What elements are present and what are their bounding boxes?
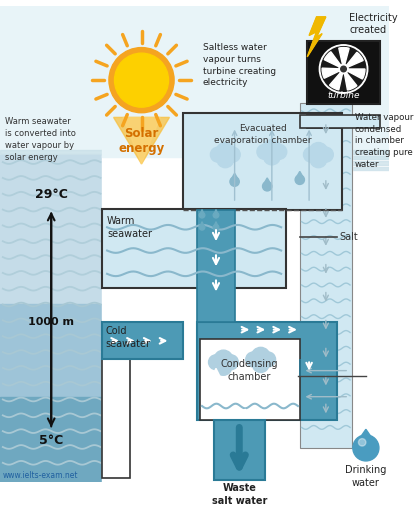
Polygon shape: [263, 178, 271, 184]
Bar: [0, 156, 389, 159]
Text: turbine: turbine: [327, 91, 360, 100]
Circle shape: [109, 48, 174, 113]
Text: Cold
seawater: Cold seawater: [105, 326, 150, 349]
Wedge shape: [344, 52, 363, 69]
Circle shape: [213, 224, 219, 230]
Circle shape: [224, 355, 238, 370]
Circle shape: [310, 151, 327, 167]
Circle shape: [225, 147, 240, 162]
Bar: [197, 210, 234, 322]
Circle shape: [319, 147, 333, 162]
Circle shape: [115, 53, 168, 107]
Circle shape: [341, 66, 347, 72]
Bar: [300, 115, 380, 127]
Wedge shape: [344, 69, 365, 79]
Circle shape: [216, 142, 234, 161]
Text: Water vapour
condensed
in chamber
creating pure
water: Water vapour condensed in chamber creati…: [355, 113, 413, 169]
Text: 1000 m: 1000 m: [28, 317, 74, 327]
Polygon shape: [200, 209, 204, 215]
Polygon shape: [231, 173, 238, 180]
Circle shape: [263, 148, 280, 165]
Polygon shape: [200, 222, 204, 227]
Bar: [184, 208, 202, 210]
Text: Warm seawater
is converted into
water vapour by
solar energy: Warm seawater is converted into water va…: [5, 117, 76, 162]
Circle shape: [261, 352, 275, 367]
Circle shape: [353, 435, 379, 461]
Text: 29°C: 29°C: [35, 188, 68, 201]
Bar: [0, 150, 389, 154]
Text: Salt: Salt: [340, 231, 359, 242]
Text: 5°C: 5°C: [39, 434, 64, 447]
Bar: [0, 155, 102, 482]
Bar: [0, 6, 389, 159]
Bar: [200, 339, 300, 420]
Text: Electricity
created: Electricity created: [349, 13, 398, 35]
Bar: [102, 359, 130, 478]
Bar: [102, 155, 352, 482]
Circle shape: [210, 147, 225, 162]
Circle shape: [309, 142, 328, 161]
Text: Drinking
water: Drinking water: [345, 465, 387, 488]
Circle shape: [252, 356, 269, 373]
Bar: [307, 115, 342, 127]
Wedge shape: [322, 68, 344, 78]
Circle shape: [303, 147, 319, 162]
Circle shape: [246, 352, 261, 367]
Polygon shape: [214, 209, 218, 215]
Polygon shape: [114, 117, 169, 164]
Text: Saltless water
vapour turns
turbine creating
electricity: Saltless water vapour turns turbine crea…: [203, 43, 276, 88]
Polygon shape: [296, 172, 303, 178]
Wedge shape: [329, 69, 344, 90]
Circle shape: [263, 140, 281, 158]
Circle shape: [251, 347, 270, 366]
Circle shape: [321, 47, 366, 91]
Text: www.ielts-exam.net: www.ielts-exam.net: [3, 471, 78, 480]
Circle shape: [214, 350, 233, 369]
Text: Condensing
chamber: Condensing chamber: [221, 359, 278, 382]
Polygon shape: [123, 117, 160, 164]
Bar: [0, 397, 102, 482]
Bar: [102, 6, 352, 157]
Circle shape: [215, 358, 232, 375]
Text: Warm
seawater: Warm seawater: [107, 216, 152, 239]
Wedge shape: [339, 48, 349, 69]
Text: Solar
energy: Solar energy: [118, 126, 165, 155]
Bar: [0, 167, 389, 170]
Circle shape: [199, 212, 205, 218]
Polygon shape: [307, 17, 326, 57]
Circle shape: [213, 212, 219, 218]
Circle shape: [257, 144, 272, 159]
Circle shape: [230, 177, 239, 186]
Bar: [197, 322, 337, 420]
Circle shape: [217, 151, 234, 167]
Bar: [0, 304, 102, 482]
Circle shape: [319, 45, 368, 93]
Wedge shape: [344, 69, 357, 90]
Circle shape: [339, 65, 348, 74]
Circle shape: [359, 439, 366, 446]
Text: Waste
salt water: Waste salt water: [212, 483, 267, 506]
Bar: [102, 322, 184, 359]
Bar: [0, 161, 389, 165]
Bar: [300, 103, 352, 448]
Circle shape: [272, 144, 287, 159]
Bar: [102, 208, 286, 288]
Wedge shape: [324, 52, 344, 69]
Circle shape: [199, 224, 205, 230]
Bar: [307, 41, 380, 104]
Polygon shape: [214, 222, 218, 227]
Bar: [184, 113, 342, 210]
Polygon shape: [356, 429, 376, 444]
Bar: [214, 420, 265, 480]
Polygon shape: [307, 17, 326, 57]
Circle shape: [209, 355, 224, 370]
Circle shape: [295, 175, 304, 184]
Circle shape: [263, 182, 272, 191]
Text: Evacuated
evaporation chamber: Evacuated evaporation chamber: [214, 124, 311, 145]
